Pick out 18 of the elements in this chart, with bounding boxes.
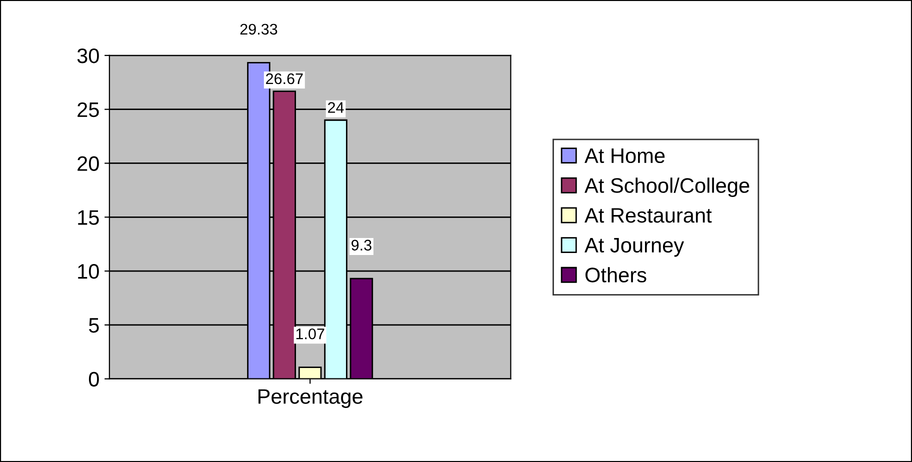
data-label: 24 [328, 102, 344, 113]
y-tick-label: 30 [77, 48, 99, 64]
legend-label: At Restaurant [584, 208, 712, 223]
legend-label: At Journey [584, 238, 684, 257]
y-tick-label: 25 [78, 102, 99, 118]
legend-label: Others [585, 267, 646, 282]
data-label: 26.67 [266, 73, 303, 84]
y-tick-label: 0 [88, 372, 99, 387]
data-label: 9.3 [352, 240, 372, 251]
y-tick-label: 15 [78, 210, 99, 225]
data-label: 1.07 [296, 328, 324, 340]
x-tick-label: Percentage [258, 389, 362, 408]
data-label: 29.33 [240, 24, 278, 35]
y-tick-label: 5 [88, 318, 99, 333]
y-tick-label: 20 [78, 156, 99, 171]
legend-label: At School/College [584, 178, 750, 198]
legend-label: At Home [584, 148, 665, 164]
y-tick-label: 10 [78, 264, 99, 279]
